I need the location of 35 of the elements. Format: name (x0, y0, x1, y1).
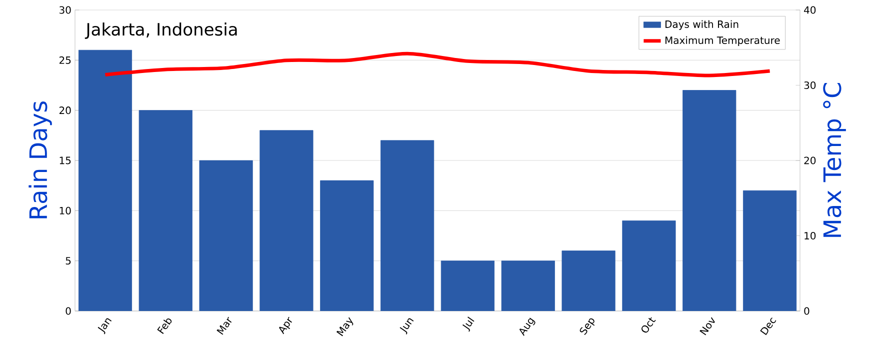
y2-tick-label: 20 (804, 156, 816, 164)
bar (380, 140, 434, 311)
text: Jakarta, Indonesia (84, 22, 237, 39)
y2-tick-label: 0 (804, 307, 810, 315)
bar (682, 90, 736, 311)
y-tick-label: 30 (60, 6, 71, 14)
y2-axis-title: Max Temp °C (823, 83, 846, 237)
y-tick-label: 25 (59, 56, 71, 64)
bar (320, 180, 374, 311)
y-tick-label: 20 (59, 106, 71, 114)
bar (440, 260, 494, 311)
bar (199, 160, 253, 311)
bar (562, 250, 616, 311)
bar (78, 50, 132, 311)
y-tick-label: 10 (60, 206, 71, 214)
legend-label: Maximum Temperature (665, 36, 780, 46)
x-tick-label: Jan (98, 318, 112, 334)
y-tick-label: 5 (66, 257, 71, 265)
bar (743, 190, 797, 311)
y2-tick-label: 40 (804, 6, 816, 14)
x-tick-label: Oct (642, 317, 656, 333)
x-tick-label: Jul (462, 316, 474, 332)
y-tick-label: 0 (66, 307, 71, 315)
x-tick-label: Jun (400, 318, 414, 334)
y-tick-label: 15 (60, 156, 71, 164)
bar (260, 130, 314, 311)
line-series (103, 52, 772, 78)
y-axis-title: Rain Days (28, 102, 52, 218)
legend-label: Days with Rain (665, 20, 738, 30)
y2-tick-label: 10 (804, 232, 816, 240)
bar (501, 260, 555, 311)
y2-tick-label: 30 (804, 81, 816, 90)
x-tick-label: Feb (157, 318, 172, 334)
bar (622, 220, 676, 311)
bar (138, 110, 192, 311)
